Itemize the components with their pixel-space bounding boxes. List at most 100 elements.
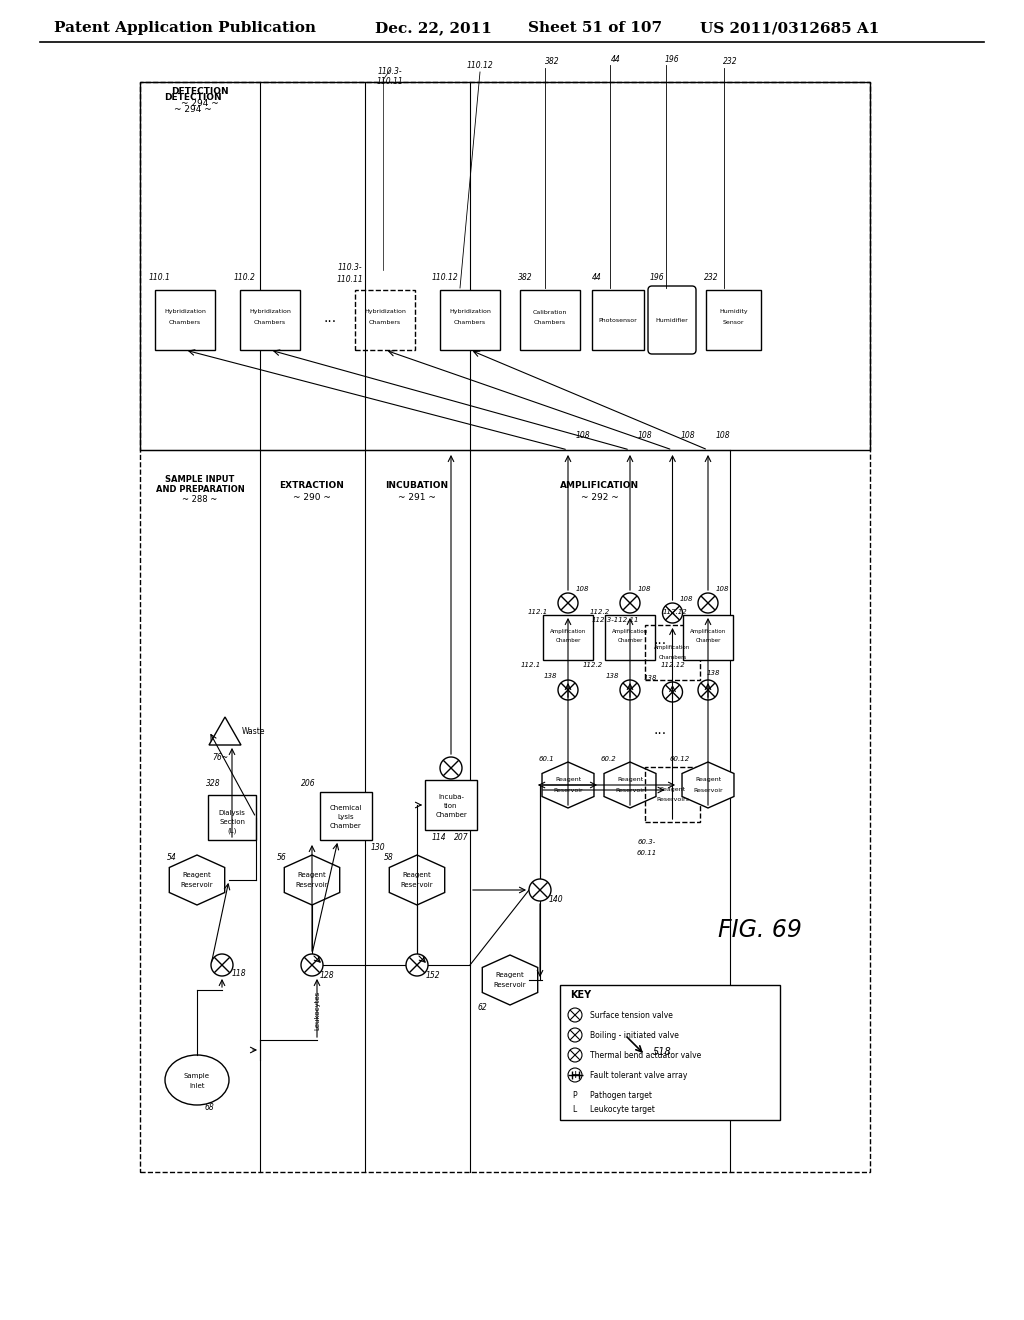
Text: Reagent: Reagent xyxy=(659,787,685,792)
Text: 328: 328 xyxy=(206,779,220,788)
Bar xyxy=(425,780,477,830)
Text: 110.12: 110.12 xyxy=(467,61,494,70)
Text: 518: 518 xyxy=(652,1047,672,1057)
Circle shape xyxy=(568,1008,582,1022)
Text: Chambers: Chambers xyxy=(169,321,201,326)
Text: Dec. 22, 2011: Dec. 22, 2011 xyxy=(375,21,492,36)
Text: 112.12: 112.12 xyxy=(660,663,685,668)
Text: 110.3-: 110.3- xyxy=(378,67,402,77)
Text: ...: ... xyxy=(653,723,667,737)
Circle shape xyxy=(620,680,640,700)
Text: 382: 382 xyxy=(545,58,559,66)
Polygon shape xyxy=(542,762,594,808)
Polygon shape xyxy=(682,762,734,808)
Text: Humidifier: Humidifier xyxy=(655,318,688,322)
Text: 108: 108 xyxy=(638,430,652,440)
Circle shape xyxy=(568,1048,582,1063)
Text: 44: 44 xyxy=(611,55,621,65)
Text: Reservoir: Reservoir xyxy=(494,982,526,987)
Polygon shape xyxy=(209,717,241,744)
Text: KEY: KEY xyxy=(570,990,591,1001)
Text: 112.1: 112.1 xyxy=(528,609,548,615)
Text: Amplification: Amplification xyxy=(550,630,586,635)
Text: 60.3-: 60.3- xyxy=(638,840,656,845)
FancyBboxPatch shape xyxy=(648,286,696,354)
Text: 114: 114 xyxy=(432,833,446,842)
Text: 196: 196 xyxy=(649,273,665,282)
Bar xyxy=(683,615,733,660)
Text: (L): (L) xyxy=(227,828,237,834)
Circle shape xyxy=(698,593,718,612)
Circle shape xyxy=(301,954,323,975)
Text: Incuba-: Incuba- xyxy=(438,795,464,800)
Circle shape xyxy=(529,879,551,902)
Bar xyxy=(155,290,215,350)
Text: ...: ... xyxy=(324,312,337,325)
Bar xyxy=(592,290,644,350)
Text: INCUBATION: INCUBATION xyxy=(385,480,449,490)
Text: 60.1: 60.1 xyxy=(539,756,554,762)
Text: Reagent: Reagent xyxy=(555,777,581,783)
Text: 108: 108 xyxy=(716,430,730,440)
Text: 110.12: 110.12 xyxy=(432,273,459,282)
Bar xyxy=(645,624,700,680)
Polygon shape xyxy=(604,762,656,808)
Text: Photosensor: Photosensor xyxy=(599,318,637,322)
Text: 130: 130 xyxy=(371,843,385,853)
Text: ~ 292 ~: ~ 292 ~ xyxy=(582,492,618,502)
Text: Reservoir: Reservoir xyxy=(296,882,329,888)
Text: 60.12: 60.12 xyxy=(670,756,690,762)
Text: ~ 288 ~: ~ 288 ~ xyxy=(182,495,218,504)
Text: DETECTION: DETECTION xyxy=(164,94,222,103)
Text: 112.12: 112.12 xyxy=(663,609,687,615)
Text: 108: 108 xyxy=(575,586,589,591)
Bar xyxy=(543,615,593,660)
Text: 138: 138 xyxy=(644,675,657,681)
Text: Amplification: Amplification xyxy=(690,630,726,635)
Text: 138: 138 xyxy=(707,671,720,676)
Text: EXTRACTION: EXTRACTION xyxy=(280,480,344,490)
Text: Chamber: Chamber xyxy=(555,639,581,644)
Circle shape xyxy=(568,1028,582,1041)
Text: 44: 44 xyxy=(592,273,602,282)
Circle shape xyxy=(211,954,233,975)
Text: Reservoir: Reservoir xyxy=(615,788,645,792)
Text: Calibration: Calibration xyxy=(532,309,567,314)
Text: 108: 108 xyxy=(637,586,650,591)
Text: 196: 196 xyxy=(665,55,679,65)
Text: US 2011/0312685 A1: US 2011/0312685 A1 xyxy=(700,21,880,36)
Text: ~ 291 ~: ~ 291 ~ xyxy=(398,492,436,502)
Bar xyxy=(140,82,870,1172)
Text: Leukocytes: Leukocytes xyxy=(314,990,319,1030)
Bar xyxy=(440,290,500,350)
Text: Hybridization: Hybridization xyxy=(164,309,206,314)
Text: 232: 232 xyxy=(703,273,718,282)
Text: Surface tension valve: Surface tension valve xyxy=(590,1011,673,1019)
Text: Boiling - initiated valve: Boiling - initiated valve xyxy=(590,1031,679,1040)
Text: Chamber: Chamber xyxy=(435,812,467,818)
Text: ~ 290 ~: ~ 290 ~ xyxy=(293,492,331,502)
Circle shape xyxy=(406,954,428,975)
Text: P: P xyxy=(572,1090,577,1100)
Text: Chambers: Chambers xyxy=(534,321,566,326)
Text: ...: ... xyxy=(653,634,667,647)
Text: Chambers: Chambers xyxy=(658,655,687,660)
Text: Thermal bend actuator valve: Thermal bend actuator valve xyxy=(590,1051,701,1060)
Text: 110.3-: 110.3- xyxy=(338,264,362,272)
Text: Hybridization: Hybridization xyxy=(365,309,406,314)
Text: 152: 152 xyxy=(426,970,440,979)
Bar xyxy=(319,792,372,840)
Bar xyxy=(240,290,300,350)
Circle shape xyxy=(698,680,718,700)
Text: Humidity: Humidity xyxy=(719,309,748,314)
Text: 382: 382 xyxy=(518,273,532,282)
Text: Chamber: Chamber xyxy=(695,639,721,644)
Text: 108: 108 xyxy=(680,430,695,440)
Polygon shape xyxy=(285,855,340,906)
Text: +: + xyxy=(570,1071,580,1080)
Text: Lysis: Lysis xyxy=(338,814,354,820)
Text: Reagent: Reagent xyxy=(616,777,643,783)
Circle shape xyxy=(558,680,578,700)
Text: Dialysis: Dialysis xyxy=(218,809,246,816)
Bar xyxy=(355,290,415,350)
